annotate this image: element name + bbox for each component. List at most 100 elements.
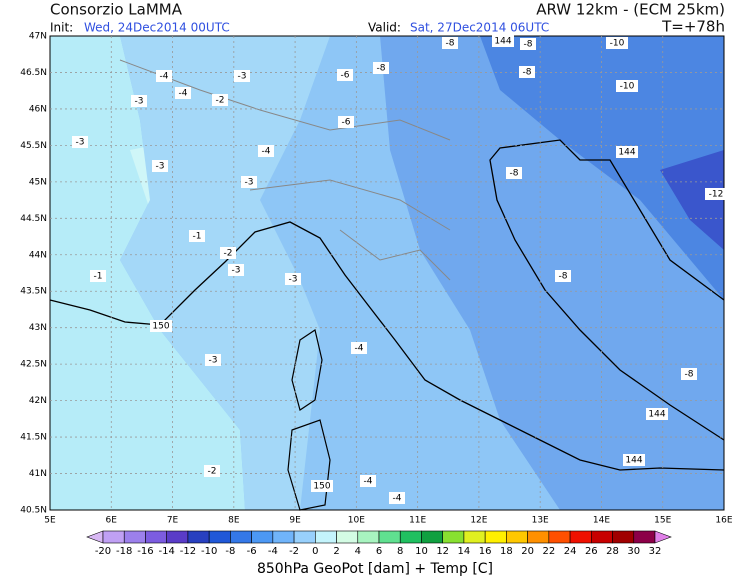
label-box (205, 354, 221, 366)
lat-label: 45.5N (20, 141, 47, 151)
lat-label: 44.5N (20, 214, 47, 224)
contour-label: 144 (625, 456, 642, 466)
label-box (506, 167, 522, 179)
colorbar-label: 22 (542, 546, 555, 557)
lon-label: 8E (228, 516, 240, 526)
init-label: Init: (50, 21, 73, 35)
contour-label: -3 (289, 275, 298, 285)
colorbar-label: -8 (225, 546, 235, 557)
label-box (646, 408, 668, 420)
contour-label: -3 (156, 162, 165, 172)
lat-label: 41.5N (20, 433, 47, 443)
colorbar-label: -14 (159, 546, 175, 557)
contour-label: -8 (510, 169, 519, 179)
label-box (606, 37, 628, 49)
colorbar-label: -16 (137, 546, 153, 557)
lon-label: 10E (348, 516, 365, 526)
label-box (520, 38, 536, 50)
colorbar-box (421, 530, 443, 544)
lat-label: 43.5N (20, 287, 47, 297)
colorbar-label: -4 (268, 546, 278, 557)
label-box (220, 247, 236, 259)
label-box (389, 492, 405, 504)
init-time: Wed, 24Dec2014 00UTC (84, 21, 230, 35)
contour-label: -3 (135, 97, 144, 107)
lon-label: 14E (593, 516, 610, 526)
contour-label: -4 (179, 89, 188, 99)
lon-label: 15E (654, 516, 671, 526)
label-box (373, 62, 389, 74)
label-box (311, 480, 333, 492)
contour-label: 144 (618, 148, 635, 158)
colorbar-label: 14 (458, 546, 471, 557)
colorbar-end (654, 530, 672, 544)
colorbar-box (272, 530, 295, 544)
colorbar-label: 8 (397, 546, 403, 557)
label-box (90, 270, 106, 282)
colorbar-box (484, 530, 507, 544)
colorbar-label: 18 (500, 546, 513, 557)
colorbar-box (463, 530, 486, 544)
lon-label: 12E (470, 516, 487, 526)
contour-label: -8 (523, 68, 532, 78)
contour-label: 144 (648, 410, 665, 420)
colorbar-label: 2 (333, 546, 339, 557)
colorbar-label: -2 (289, 546, 299, 557)
colorbar-label: 10 (415, 546, 428, 557)
colorbar-box (633, 530, 656, 544)
label-box (150, 320, 172, 332)
contour-label: -4 (355, 344, 364, 354)
lat-label: 45N (29, 177, 47, 187)
lat-label: 46N (29, 104, 47, 114)
lat-label: 42N (29, 396, 47, 406)
contour-label: -10 (620, 82, 635, 92)
graticule: 47N 46.5N 46N 45.5N 45N 44.5N 44N 43.5N 43N 42.5N… (20, 32, 733, 526)
colorbar-box (123, 530, 146, 544)
contour-label: -3 (209, 356, 218, 366)
model: ARW 12km - (ECM 25km) (536, 1, 725, 19)
contour-label: -4 (160, 72, 169, 82)
label-box (351, 342, 367, 354)
lat-label: 42.5N (20, 360, 47, 370)
brand: Consorzio LaMMA (50, 1, 183, 19)
label-box (228, 264, 244, 276)
contour-label: -4 (262, 147, 271, 157)
label-box (338, 116, 354, 128)
contour-labels: -8 144 -8 -10 -4 -3 -6 -8 -8 -3 -4 -2 -10 -3 -4 -6 -8 144… (72, 35, 727, 504)
label-box (156, 70, 172, 82)
label-box (492, 35, 514, 47)
label-box (212, 94, 228, 106)
contour-label: -6 (342, 118, 351, 128)
colorbar-box (208, 530, 231, 544)
contour-label: -6 (341, 71, 350, 81)
lon-label: 5E (44, 516, 56, 526)
label-box (555, 270, 571, 282)
valid-label: Valid: (368, 21, 401, 35)
colorbar-label: 28 (606, 546, 619, 557)
colorbar-label: 4 (355, 546, 361, 557)
label-box (442, 37, 458, 49)
contour-label: 150 (152, 322, 169, 332)
label-box (705, 188, 727, 200)
contour-label: -8 (377, 64, 386, 74)
contour-label: -1 (193, 232, 202, 242)
contour-label: 150 (313, 482, 330, 492)
label-box (360, 475, 376, 487)
contour-label: -3 (76, 138, 85, 148)
colorbar-box (399, 530, 422, 544)
label-box (175, 87, 191, 99)
colorbar-label: -18 (116, 546, 132, 557)
colorbar-box (506, 530, 528, 544)
contour-label: -4 (393, 494, 402, 504)
contour-label: -4 (364, 477, 373, 487)
lat-label: 46.5N (20, 68, 47, 78)
contour-label: -3 (238, 72, 247, 82)
colorbar-label: 30 (627, 546, 640, 557)
colorbar-box (315, 530, 337, 544)
label-box (234, 70, 250, 82)
label-box (258, 145, 274, 157)
lat-label: 40.5N (20, 506, 47, 516)
valid-time: Sat, 27Dec2014 06UTC (410, 21, 549, 35)
colorbar-label: 16 (479, 546, 492, 557)
label-box (189, 230, 205, 242)
